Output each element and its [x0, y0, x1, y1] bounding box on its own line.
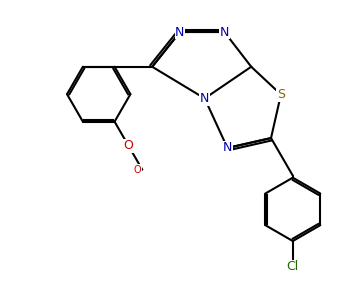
Text: S: S [277, 88, 285, 101]
Text: N: N [175, 25, 185, 39]
Text: N: N [200, 92, 209, 105]
Text: N: N [220, 25, 229, 39]
Text: N: N [223, 142, 232, 154]
Text: O: O [123, 139, 133, 152]
Text: Cl: Cl [287, 260, 299, 273]
Text: O: O [133, 165, 141, 175]
